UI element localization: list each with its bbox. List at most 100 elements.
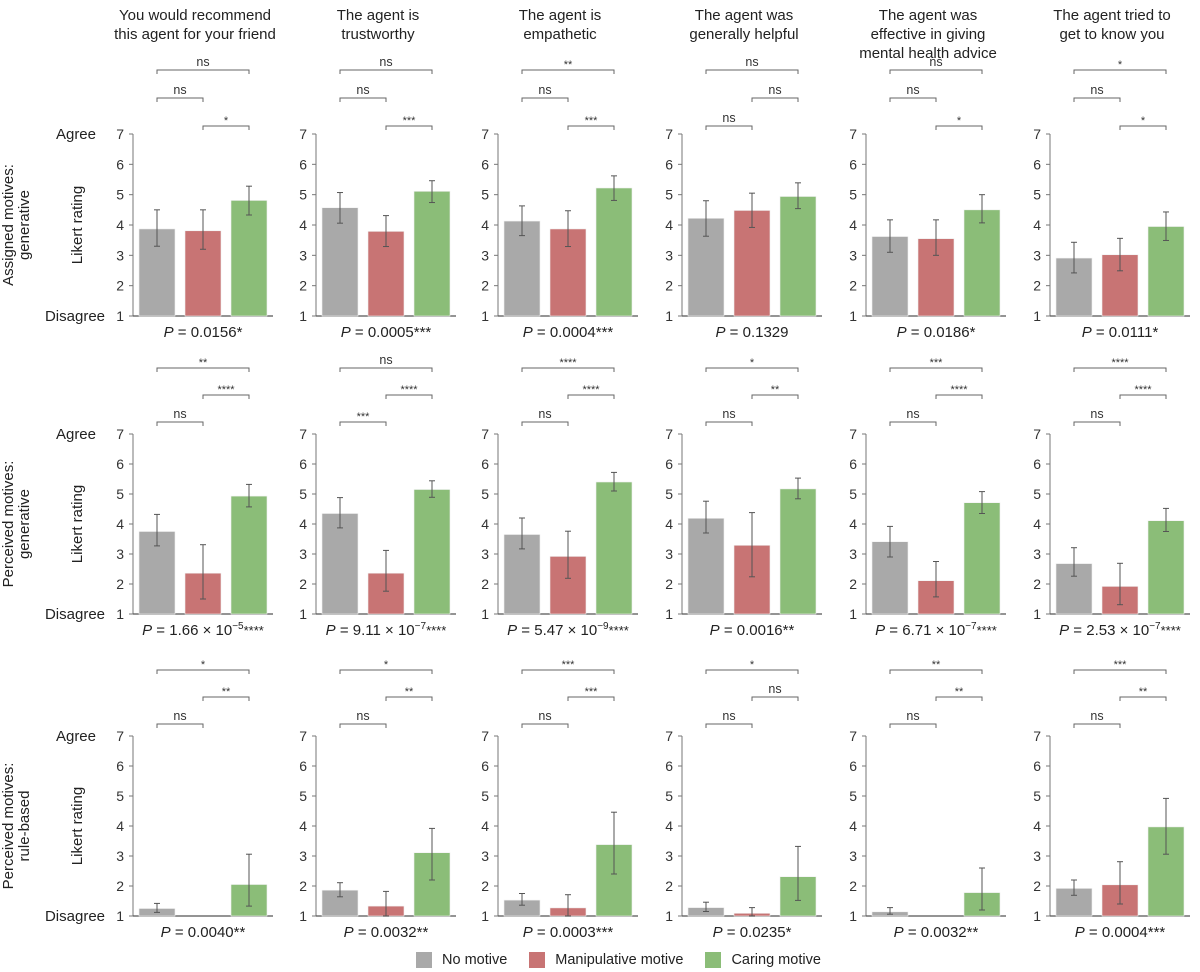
- y-tick-label: 2: [1033, 576, 1041, 592]
- y-tick-label: 1: [299, 308, 307, 324]
- legend-swatch-manipulative-motive: [529, 952, 546, 968]
- significance-label: *: [750, 659, 755, 671]
- significance-bracket: [935, 394, 983, 399]
- bar-caring-motive: [595, 187, 633, 317]
- significance-bracket: [385, 125, 433, 130]
- y-tick-label: 3: [481, 546, 489, 562]
- y-tick-label: 4: [849, 818, 857, 834]
- y-tick-label: 4: [299, 818, 307, 834]
- y-tick-label: 5: [1033, 187, 1041, 203]
- significance-label: ns: [722, 709, 735, 723]
- y-tick-label: 6: [1033, 156, 1041, 172]
- row-label-line: Assigned motives:: [0, 164, 17, 286]
- significance-label: ****: [582, 384, 600, 396]
- y-tick-label: 1: [665, 308, 673, 324]
- significance-bracket: [567, 394, 615, 399]
- significance-bracket: [705, 125, 753, 130]
- y-tick-label: 2: [665, 878, 673, 894]
- y-tick-label: 7: [481, 126, 489, 142]
- y-tick-label: 3: [116, 247, 124, 263]
- row-label-line: generative: [16, 190, 33, 260]
- p-value-label: P = 6.71 × 10−7****: [875, 621, 997, 639]
- y-tick-label: 4: [665, 217, 673, 233]
- significance-bracket: [1073, 421, 1121, 426]
- p-value-label: P = 1.66 × 10−5****: [142, 621, 264, 639]
- y-tick-label: 7: [1033, 728, 1041, 744]
- bar-no-motive: [503, 220, 541, 317]
- y-tick-label: 5: [849, 788, 857, 804]
- y-tick-label: 7: [849, 126, 857, 142]
- disagree-label: Disagree: [45, 606, 105, 623]
- bar-manipulative-motive: [733, 210, 771, 317]
- y-tick-label: 6: [849, 758, 857, 774]
- agree-label: Agree: [56, 426, 96, 443]
- significance-label: ns: [745, 55, 758, 69]
- significance-bracket: [889, 69, 983, 74]
- significance-bracket: [202, 696, 250, 701]
- y-tick-label: 4: [1033, 516, 1041, 532]
- significance-bracket: [705, 723, 753, 728]
- significance-bracket: [889, 723, 937, 728]
- bar-caring-motive: [963, 209, 1001, 317]
- y-tick-label: 2: [116, 878, 124, 894]
- column-title-line: trustworthy: [341, 26, 415, 43]
- y-tick-label: 2: [849, 878, 857, 894]
- significance-label: *: [1141, 115, 1146, 127]
- p-value-label: P = 2.53 × 10−7****: [1059, 621, 1181, 639]
- y-tick-label: 1: [849, 908, 857, 924]
- column-title-line: generally helpful: [689, 26, 798, 43]
- bar-caring-motive: [413, 489, 451, 615]
- y-tick-label: 7: [116, 426, 124, 442]
- y-tick-label: 2: [1033, 278, 1041, 294]
- significance-label: *: [1118, 59, 1123, 71]
- y-tick-label: 2: [849, 576, 857, 592]
- y-tick-label: 6: [299, 156, 307, 172]
- y-tick-label: 6: [849, 156, 857, 172]
- y-tick-label: 7: [1033, 126, 1041, 142]
- p-value-label: P = 0.0016**: [710, 622, 795, 639]
- y-tick-label: 4: [299, 217, 307, 233]
- significance-label: **: [564, 59, 573, 71]
- y-tick-label: 5: [665, 486, 673, 502]
- y-tick-label: 5: [481, 486, 489, 502]
- disagree-label: Disagree: [45, 308, 105, 325]
- y-tick-label: 7: [665, 728, 673, 744]
- significance-label: **: [955, 686, 964, 698]
- p-value-label: P = 0.0235*: [713, 924, 792, 941]
- significance-bracket: [156, 421, 204, 426]
- y-tick-label: 7: [116, 126, 124, 142]
- p-value-label: P = 0.0032**: [344, 924, 429, 941]
- column-title-line: effective in giving: [871, 26, 986, 43]
- significance-label: ns: [906, 407, 919, 421]
- legend-item-caring-motive: Caring motive: [705, 952, 821, 968]
- y-tick-label: 1: [481, 606, 489, 622]
- significance-label: ns: [1090, 407, 1103, 421]
- p-value-label: P = 0.0156*: [164, 324, 243, 341]
- y-tick-label: 3: [299, 247, 307, 263]
- y-tick-label: 6: [481, 758, 489, 774]
- y-tick-label: 5: [665, 788, 673, 804]
- legend-swatch-caring-motive: [705, 952, 722, 968]
- y-tick-label: 5: [299, 187, 307, 203]
- y-tick-label: 3: [116, 848, 124, 864]
- y-tick-label: 2: [481, 878, 489, 894]
- significance-label: ns: [768, 83, 781, 97]
- significance-label: *: [224, 115, 229, 127]
- significance-bracket: [339, 669, 433, 674]
- significance-label: ns: [722, 407, 735, 421]
- significance-label: ns: [538, 709, 551, 723]
- y-tick-label: 2: [299, 576, 307, 592]
- significance-label: ns: [173, 83, 186, 97]
- column-title-line: The agent tried to: [1053, 7, 1171, 24]
- significance-bracket: [751, 394, 799, 399]
- row-label-line: Perceived motives:: [0, 763, 17, 890]
- significance-bracket: [567, 696, 615, 701]
- y-tick-label: 4: [1033, 818, 1041, 834]
- bar-caring-motive: [413, 191, 451, 317]
- y-tick-label: 5: [116, 187, 124, 203]
- significance-bracket: [935, 696, 983, 701]
- legend-label-manipulative-motive: Manipulative motive: [555, 952, 684, 968]
- y-tick-label: 2: [299, 878, 307, 894]
- y-tick-label: 2: [299, 278, 307, 294]
